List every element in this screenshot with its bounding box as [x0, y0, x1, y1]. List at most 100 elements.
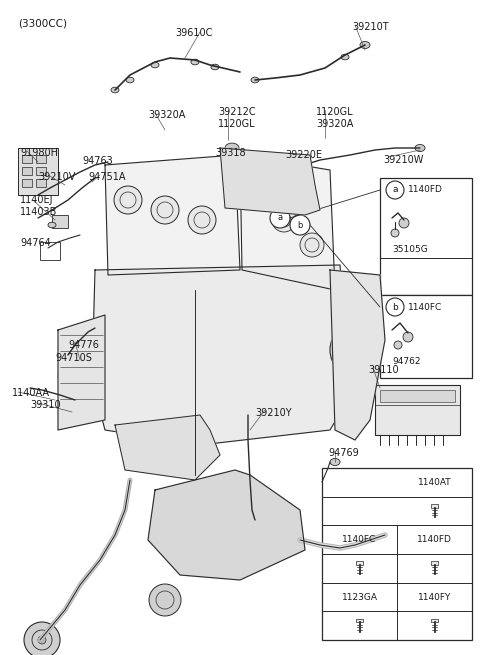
Bar — [380, 390, 455, 402]
Text: 39610C: 39610C — [175, 28, 212, 38]
Text: b: b — [297, 221, 303, 229]
Circle shape — [386, 298, 404, 316]
Text: 94776: 94776 — [68, 340, 99, 350]
Text: 1123GA: 1123GA — [341, 593, 377, 601]
Text: a: a — [392, 185, 398, 195]
Text: 1120GL: 1120GL — [316, 107, 354, 117]
Circle shape — [330, 322, 386, 378]
Text: 94769: 94769 — [328, 448, 359, 458]
Circle shape — [394, 341, 402, 349]
Ellipse shape — [290, 164, 300, 172]
Polygon shape — [105, 155, 240, 275]
Bar — [18, 148, 58, 195]
Polygon shape — [330, 270, 385, 440]
Circle shape — [272, 208, 296, 232]
Ellipse shape — [126, 77, 134, 83]
Text: 35105G: 35105G — [392, 245, 428, 254]
Bar — [36, 179, 46, 187]
Circle shape — [151, 196, 179, 224]
Circle shape — [270, 208, 290, 228]
Ellipse shape — [90, 411, 100, 419]
Text: 94762: 94762 — [392, 357, 420, 366]
Text: 39220E: 39220E — [285, 150, 322, 160]
Circle shape — [248, 160, 288, 200]
Text: 1120GL: 1120GL — [218, 119, 256, 129]
Bar — [322, 468, 472, 640]
Bar — [36, 167, 46, 175]
Circle shape — [290, 215, 310, 235]
Text: 39210Y: 39210Y — [255, 408, 292, 418]
Text: 1140AT: 1140AT — [418, 478, 451, 487]
Polygon shape — [148, 470, 305, 580]
Ellipse shape — [111, 87, 119, 93]
Polygon shape — [58, 315, 105, 430]
Bar — [36, 155, 46, 163]
Circle shape — [149, 584, 181, 616]
Text: 39318: 39318 — [215, 148, 246, 158]
Text: 1140FY: 1140FY — [418, 593, 451, 601]
Text: 39320A: 39320A — [316, 119, 353, 129]
Ellipse shape — [151, 62, 159, 68]
Text: 39210T: 39210T — [352, 22, 389, 32]
Polygon shape — [220, 148, 320, 215]
Circle shape — [24, 622, 60, 655]
Bar — [380, 178, 472, 295]
Circle shape — [391, 229, 399, 237]
Circle shape — [114, 186, 142, 214]
Ellipse shape — [69, 396, 81, 404]
Bar — [356, 561, 363, 565]
Text: b: b — [392, 303, 398, 312]
Text: 1140FD: 1140FD — [417, 535, 452, 544]
Text: 91980H: 91980H — [20, 148, 58, 158]
Text: 39210V: 39210V — [38, 172, 75, 182]
Text: 94764: 94764 — [20, 238, 51, 248]
Circle shape — [403, 332, 413, 342]
Text: 94751A: 94751A — [88, 172, 125, 182]
Ellipse shape — [64, 352, 72, 358]
Text: 94763: 94763 — [82, 156, 113, 166]
Circle shape — [58, 353, 102, 397]
Text: 1140FC: 1140FC — [408, 303, 442, 312]
Text: a: a — [277, 214, 283, 223]
Bar — [431, 504, 438, 508]
Polygon shape — [115, 415, 220, 480]
Bar — [40, 242, 60, 260]
Bar — [52, 215, 68, 228]
Text: 39310: 39310 — [30, 400, 60, 410]
Text: 1140FC: 1140FC — [342, 535, 377, 544]
Bar — [431, 561, 438, 565]
Text: 39212C: 39212C — [218, 107, 256, 117]
Text: 1140EJ: 1140EJ — [20, 195, 53, 205]
Ellipse shape — [330, 458, 340, 466]
Text: 39110: 39110 — [368, 365, 398, 375]
Circle shape — [399, 218, 409, 228]
Text: 1140AA: 1140AA — [12, 388, 50, 398]
Ellipse shape — [211, 64, 219, 70]
Bar — [22, 179, 32, 187]
Text: 39210W: 39210W — [383, 155, 423, 165]
Circle shape — [300, 233, 324, 257]
Text: 39320A: 39320A — [148, 110, 185, 120]
Text: 11403B: 11403B — [20, 207, 58, 217]
Text: (3300CC): (3300CC) — [18, 18, 67, 28]
Circle shape — [244, 183, 268, 207]
Polygon shape — [240, 155, 335, 290]
Circle shape — [38, 636, 46, 644]
Text: 94710S: 94710S — [55, 353, 92, 363]
Ellipse shape — [225, 143, 239, 153]
Bar — [431, 619, 438, 622]
Ellipse shape — [360, 41, 370, 48]
Bar — [380, 295, 472, 378]
Bar — [356, 619, 363, 622]
Ellipse shape — [191, 59, 199, 65]
Ellipse shape — [341, 54, 349, 60]
Ellipse shape — [48, 222, 56, 228]
Bar — [375, 385, 460, 435]
Ellipse shape — [251, 77, 259, 83]
Circle shape — [188, 206, 216, 234]
Ellipse shape — [415, 145, 425, 151]
Ellipse shape — [247, 512, 257, 519]
Bar — [22, 155, 32, 163]
Bar — [22, 167, 32, 175]
Text: 1140FD: 1140FD — [408, 185, 443, 195]
